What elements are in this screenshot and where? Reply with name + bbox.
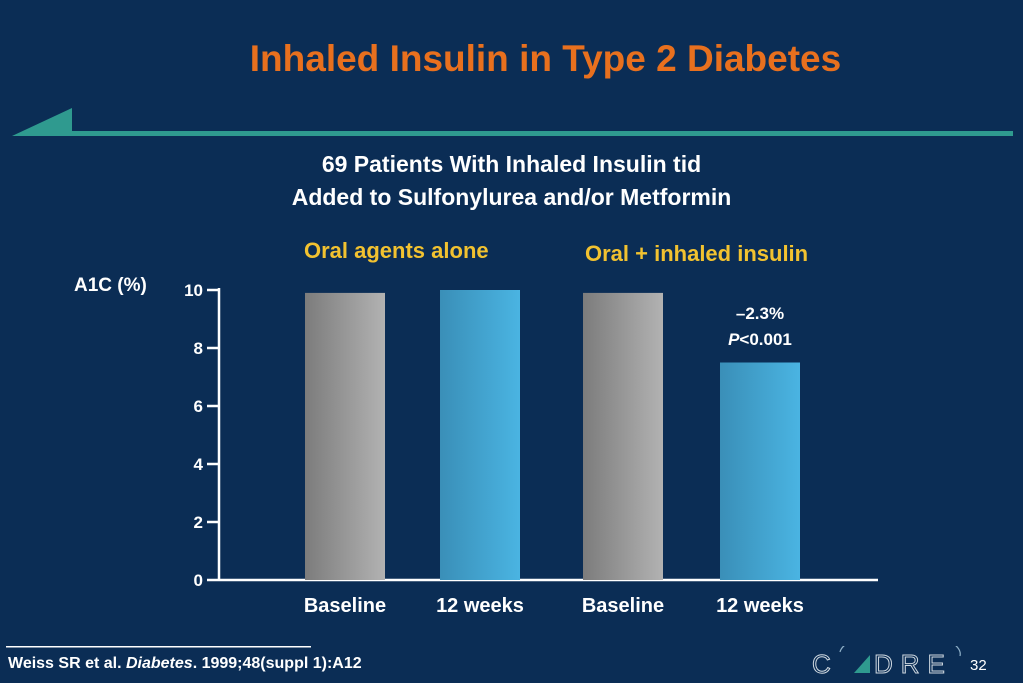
x-tick-label: 12 weeks: [436, 595, 524, 617]
svg-text:C: C: [812, 649, 837, 678]
group-label-oral-alone: Oral agents alone: [304, 238, 489, 263]
slide-title: Inhaled Insulin in Type 2 Diabetes: [249, 38, 842, 79]
cadre-logo-image: C DRE: [812, 631, 961, 680]
rule-line: [72, 131, 1013, 136]
rule-triangle: [12, 108, 72, 136]
citation-journal: Diabetes: [125, 655, 193, 672]
citation: Weiss SR et al. Diabetes. 1999;48(suppl …: [8, 655, 362, 673]
citation-authors: Weiss SR et al.: [8, 655, 126, 672]
y-tick-label: 10: [184, 281, 203, 300]
bar: [440, 290, 520, 580]
y-tick-label: 0: [194, 571, 203, 590]
cadre-logo: C DRE: [812, 631, 962, 683]
y-tick-label: 6: [194, 397, 203, 416]
x-tick-label: 12 weeks: [716, 595, 804, 617]
bar: [720, 362, 800, 580]
y-axis-label: A1C (%): [74, 275, 147, 296]
y-tick-label: 8: [194, 339, 203, 358]
annotation-change: –2.3%: [736, 304, 784, 323]
page-number: 32: [970, 657, 987, 674]
x-tick-label: Baseline: [582, 595, 664, 617]
citation-rest: . 1999;48(suppl 1):A12: [192, 655, 362, 672]
y-tick-label: 4: [194, 455, 204, 474]
title-rule: [12, 108, 1013, 136]
subtitle-line-1: 69 Patients With Inhaled Insulin tid: [321, 151, 702, 177]
footer-rule: [6, 646, 311, 648]
x-tick-label: Baseline: [304, 595, 386, 617]
annotation-pvalue: P<0.001: [728, 330, 792, 349]
y-tick-label: 2: [194, 513, 203, 532]
group-label-oral-inhaled: Oral + inhaled insulin: [585, 241, 809, 266]
bar: [583, 292, 663, 580]
subtitle-line-2: Added to Sulfonylurea and/or Metformin: [291, 184, 732, 210]
subtitle: 69 Patients With Inhaled Insulin tid Add…: [0, 148, 1023, 214]
svg-text:DRE: DRE: [874, 649, 953, 678]
bar-chart: 0 2 4 6 8 10 Baseline 12 weeks Baseline 12 weeks –…: [184, 281, 878, 617]
bar: [305, 292, 385, 580]
